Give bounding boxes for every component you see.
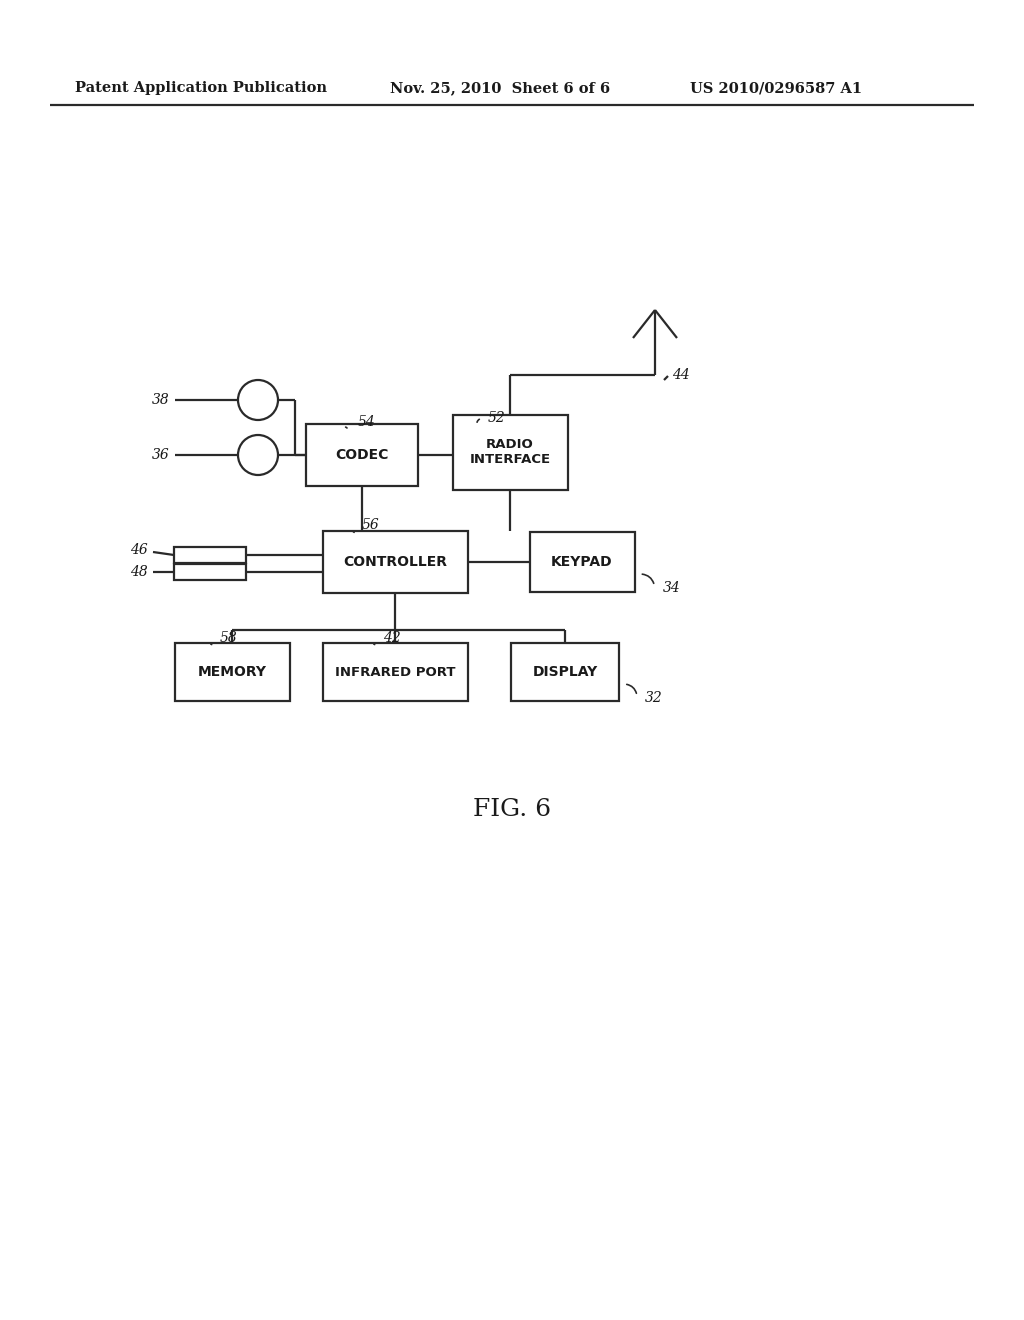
Bar <box>323 531 468 593</box>
Text: 32: 32 <box>645 690 663 705</box>
Bar <box>174 564 246 579</box>
Text: 54: 54 <box>358 414 376 429</box>
Bar <box>323 643 468 701</box>
Text: 34: 34 <box>663 581 680 595</box>
Bar <box>306 424 418 486</box>
Text: 52: 52 <box>488 411 506 425</box>
Bar <box>174 546 246 564</box>
Text: DISPLAY: DISPLAY <box>532 665 598 678</box>
Text: US 2010/0296587 A1: US 2010/0296587 A1 <box>690 81 862 95</box>
Bar <box>511 643 618 701</box>
Text: RADIO
INTERFACE: RADIO INTERFACE <box>469 438 551 466</box>
Bar <box>453 414 567 490</box>
Text: 44: 44 <box>672 368 690 381</box>
Text: 58: 58 <box>220 631 238 645</box>
Text: MEMORY: MEMORY <box>198 665 266 678</box>
Text: 48: 48 <box>130 565 148 579</box>
Text: 56: 56 <box>362 517 380 532</box>
Text: 36: 36 <box>153 447 170 462</box>
Text: Patent Application Publication: Patent Application Publication <box>75 81 327 95</box>
Text: INFRARED PORT: INFRARED PORT <box>335 665 456 678</box>
Text: Nov. 25, 2010  Sheet 6 of 6: Nov. 25, 2010 Sheet 6 of 6 <box>390 81 610 95</box>
Text: 46: 46 <box>130 543 148 557</box>
Text: CONTROLLER: CONTROLLER <box>343 554 447 569</box>
Circle shape <box>238 380 278 420</box>
Text: 42: 42 <box>383 631 400 645</box>
Bar <box>529 532 635 591</box>
Text: 38: 38 <box>153 393 170 407</box>
Text: KEYPAD: KEYPAD <box>551 554 612 569</box>
Circle shape <box>238 436 278 475</box>
Bar <box>174 643 290 701</box>
Text: CODEC: CODEC <box>335 447 389 462</box>
Text: FIG. 6: FIG. 6 <box>473 799 551 821</box>
